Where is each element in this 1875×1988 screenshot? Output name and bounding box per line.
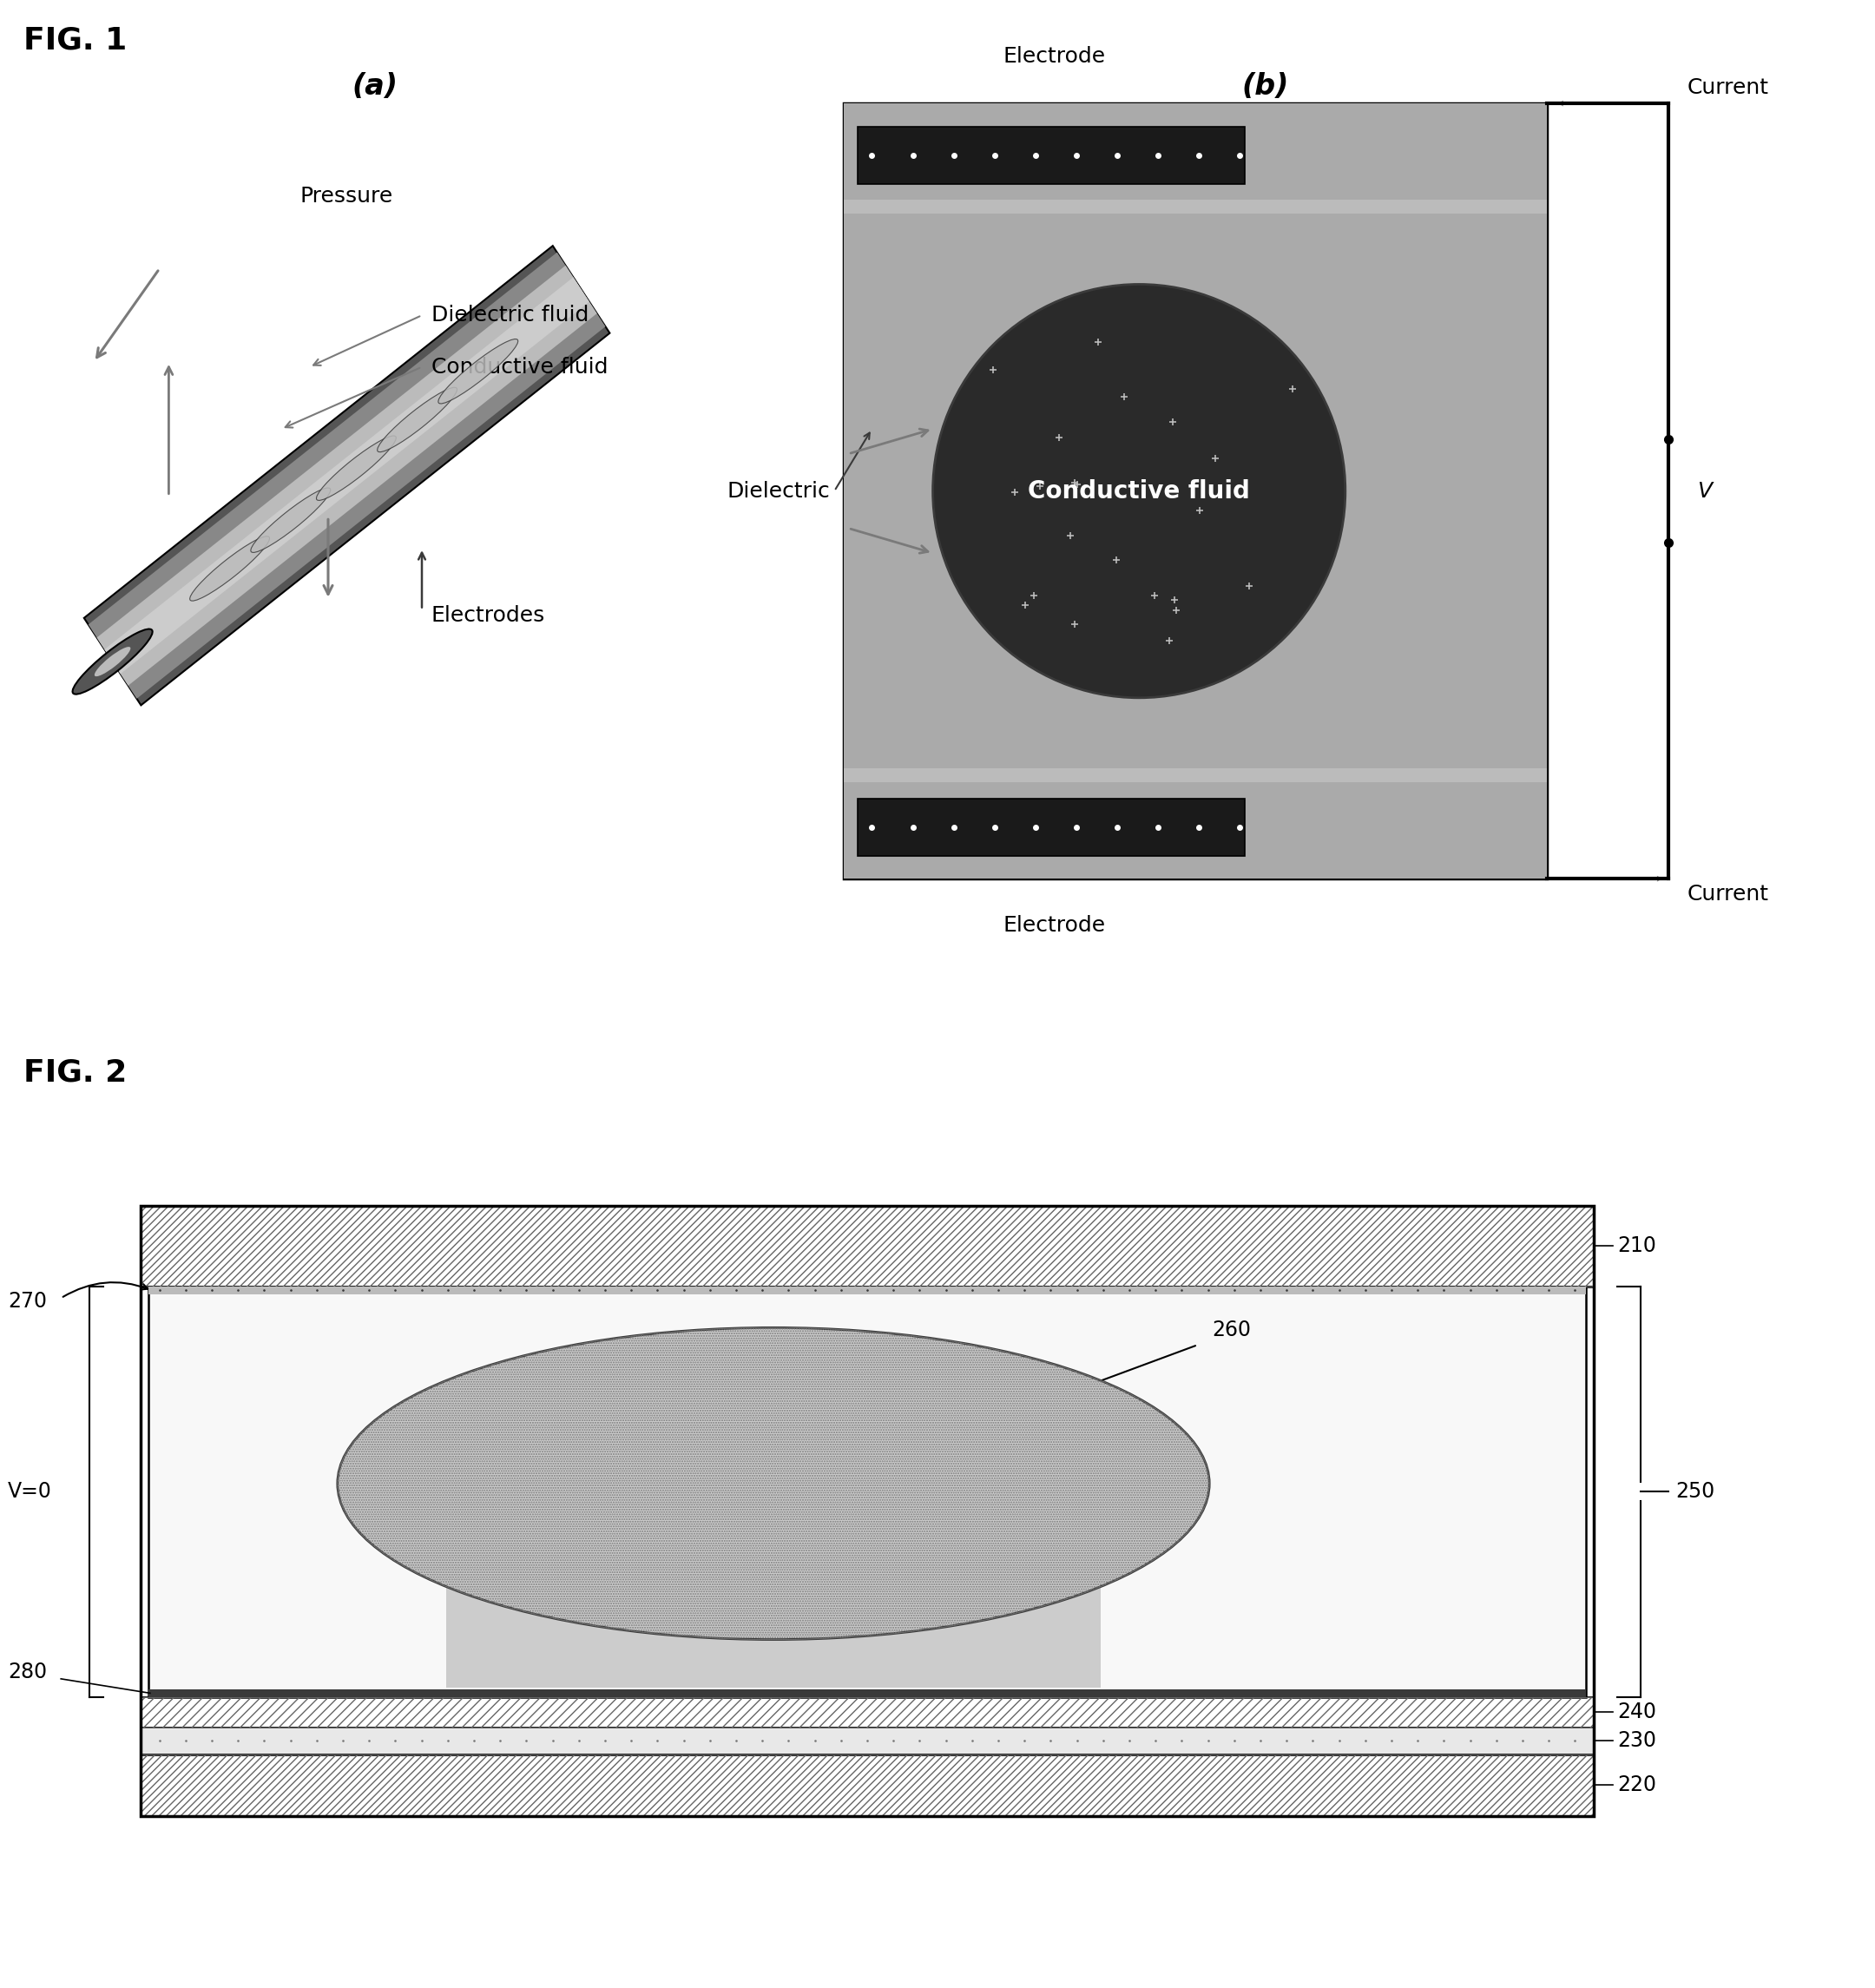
Text: (b): (b) [1241,72,1290,101]
Polygon shape [446,1483,1101,1688]
Polygon shape [105,276,589,674]
Ellipse shape [94,646,131,676]
Text: Conductive fluid: Conductive fluid [431,356,608,378]
Bar [141,1753,1594,1817]
Text: 260: 260 [1211,1320,1251,1340]
Ellipse shape [377,388,458,451]
Ellipse shape [251,487,330,553]
Text: V: V [1697,481,1712,501]
Bar [844,199,1547,215]
Bar [141,1753,1594,1817]
Polygon shape [88,252,606,698]
Bar [844,767,1547,783]
Bar [859,127,1245,185]
Ellipse shape [934,284,1346,698]
Text: Conductive fluid: Conductive fluid [1028,479,1251,503]
Ellipse shape [73,628,152,694]
Ellipse shape [189,537,270,600]
Bar [141,1728,1594,1753]
Bar [148,1286,1586,1294]
Text: Dielectric fluid: Dielectric fluid [431,304,589,326]
Text: Electrodes: Electrodes [431,604,546,626]
Ellipse shape [317,435,396,501]
Bar [141,1205,1594,1817]
Bar [148,1690,1586,1698]
Text: 230: 230 [1616,1730,1656,1751]
Text: 240: 240 [1616,1702,1656,1724]
Text: Electrode: Electrode [1003,914,1106,936]
Text: Current: Current [1688,885,1770,905]
Text: 220: 220 [1616,1775,1656,1795]
Ellipse shape [439,340,518,404]
Text: (a): (a) [352,72,398,101]
Text: 270: 270 [8,1290,47,1312]
Text: V=0: V=0 [8,1481,53,1503]
Text: 280: 280 [8,1662,47,1682]
Text: FIG. 2: FIG. 2 [23,1058,128,1087]
Ellipse shape [338,1328,1209,1640]
Text: Electrode: Electrode [1003,46,1106,68]
Bar [844,775,1547,879]
Bar [844,103,1547,879]
Bar [859,799,1245,857]
Text: FIG. 1: FIG. 1 [23,26,128,56]
Bar [141,1205,1594,1286]
Text: 210: 210 [1616,1237,1656,1256]
Polygon shape [84,247,609,706]
Bar [141,1205,1594,1286]
Bar [844,207,1547,775]
Bar [141,1698,1594,1728]
Text: Dielectric: Dielectric [728,481,829,501]
Text: Pressure: Pressure [300,187,394,207]
Text: Current: Current [1688,78,1770,97]
Bar [141,1698,1594,1728]
Polygon shape [98,266,596,686]
Bar [844,103,1547,207]
Bar [148,1286,1586,1698]
Text: 250: 250 [1676,1481,1716,1503]
